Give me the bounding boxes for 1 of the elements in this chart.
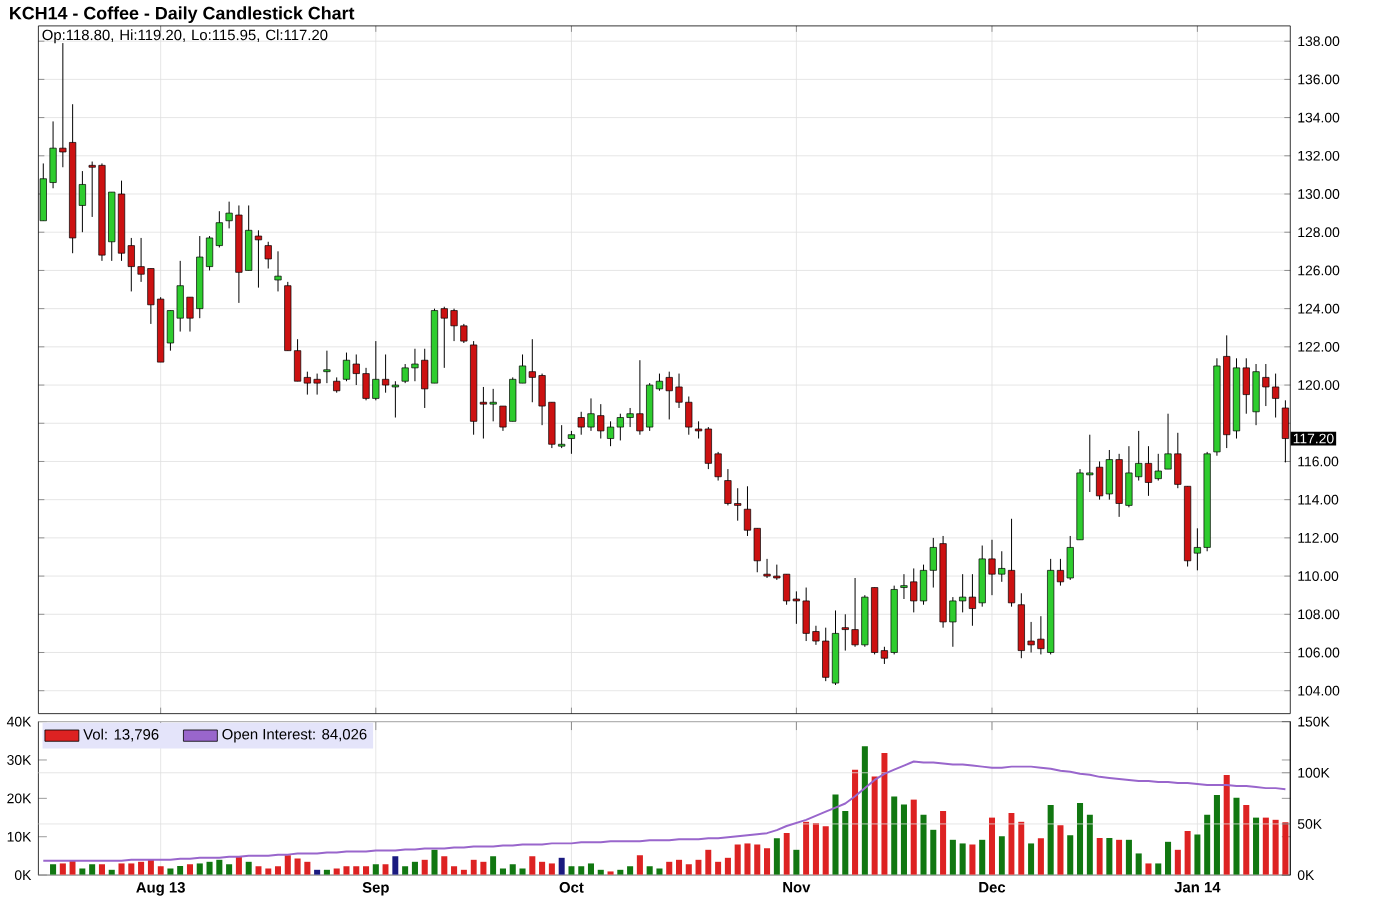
chart-title: KCH14 - Coffee - Daily Candlestick Chart bbox=[10, 6, 355, 24]
